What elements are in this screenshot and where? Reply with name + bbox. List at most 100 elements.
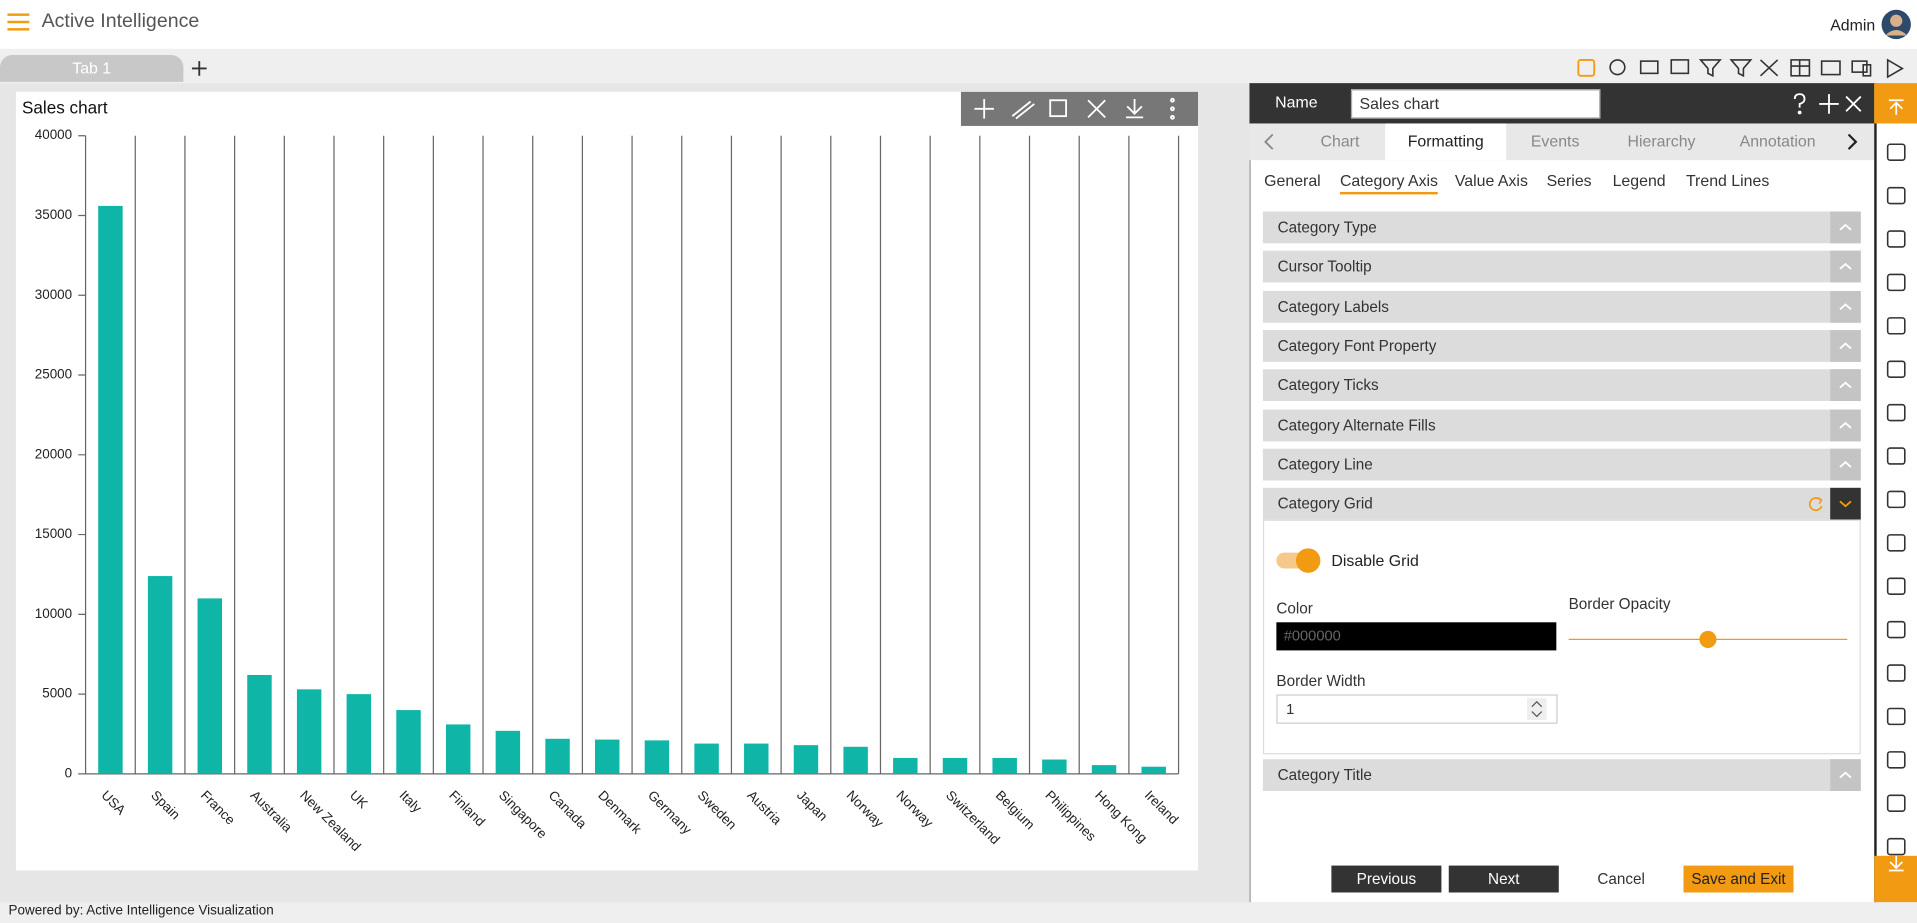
color-input[interactable]: #000000 [1276,622,1557,651]
x-tick-label: Austria [744,787,785,828]
section-header[interactable]: Category Alternate Fills [1262,408,1861,441]
side-icon [1886,447,1906,465]
x-tick-label: Norway [893,787,936,830]
toggle[interactable] [1275,545,1324,574]
panel-tab[interactable]: Annotation [1739,132,1816,151]
side-icon [1886,837,1906,856]
top-bar [0,0,1917,49]
opacity-slider[interactable] [1568,628,1850,650]
section-title: Category Line [1277,455,1373,473]
reset-icon[interactable] [1807,495,1824,512]
menu-icon[interactable] [7,12,31,34]
sub-tab[interactable]: Trend Lines [1685,171,1770,190]
bar [346,694,372,774]
x-tick-label: Japan [794,787,831,824]
side-strip [1874,83,1917,903]
chart-title: Sales chart [22,98,108,117]
tabs-prev[interactable] [1262,132,1277,152]
x-tick-label: Denmark [595,787,644,836]
bar [793,745,819,774]
x-tick-label: USA [98,787,128,817]
x-tick-label: Singapore [496,787,550,841]
previous-button[interactable]: Previous [1331,865,1442,893]
chevron[interactable] [1830,759,1861,792]
chevron[interactable] [1830,211,1861,244]
tab[interactable]: Tab 1 [0,55,184,82]
y-tick-label: 20000 [35,446,72,461]
section-header[interactable]: Category Labels [1262,290,1861,323]
section-title: Category Grid [1277,495,1373,513]
side-icon [1886,707,1906,726]
bar [744,743,769,774]
chart-toolbar-icons[interactable] [974,97,1175,120]
name-label: Name [1275,92,1318,112]
bar [247,674,272,774]
panel-tab[interactable]: Formatting [1385,123,1507,161]
chevron[interactable] [1830,408,1861,441]
sub-tab[interactable]: Legend [1612,171,1666,190]
next-button[interactable]: Next [1448,865,1559,893]
bar [445,724,471,774]
x-tick-label: Philippines [1042,787,1099,844]
bar [1042,759,1067,774]
avatar[interactable] [1879,7,1913,41]
x-tick-label: Sweden [695,787,740,832]
toolbar-icons[interactable] [1575,56,1911,80]
side-icon [1886,317,1906,335]
user-name[interactable]: Admin [1830,15,1876,35]
section-title: Category Ticks [1277,376,1379,394]
chevron[interactable] [1830,290,1861,323]
opacity-label: Border Opacity [1568,595,1671,613]
section-header[interactable]: Category Title [1262,759,1861,792]
slider-knob [1699,630,1717,648]
x-tick-label: France [198,787,238,827]
section-header[interactable]: Category Line [1262,448,1861,481]
x-tick-label: Belgium [993,787,1038,832]
color-label: Color [1276,600,1313,618]
footer-bar [0,902,1917,923]
chevron[interactable] [1830,448,1861,481]
section-header[interactable]: Cursor Tooltip [1262,250,1861,283]
section-header[interactable]: Category Type [1262,211,1861,244]
section-header[interactable]: Category Font Property [1262,329,1861,362]
section-header[interactable]: Category Ticks [1262,369,1861,402]
panel-header-icons[interactable] [1787,92,1865,116]
side-icons[interactable] [1874,83,1917,902]
bar [843,746,868,774]
chevron[interactable] [1830,369,1861,402]
section-title: Category Alternate Fills [1277,416,1436,434]
panel-tab[interactable]: Chart [1320,132,1360,151]
side-icon [1886,664,1906,682]
sub-tab[interactable]: General [1264,171,1321,190]
panel-tab[interactable]: Hierarchy [1627,132,1696,151]
x-tick-label: Ireland [1142,787,1182,827]
width-input[interactable]: 1 [1276,694,1558,724]
sub-tab[interactable]: Category Axis [1339,171,1439,195]
side-icon [1886,794,1906,812]
toggle-label: Disable Grid [1331,551,1419,570]
panel-tab[interactable]: Events [1530,132,1580,151]
sub-tab[interactable]: Series [1546,171,1592,190]
side-icon [1886,186,1906,205]
tabs-next[interactable] [1844,132,1861,152]
bar [396,710,421,774]
chevron[interactable] [1830,329,1861,362]
y-tick-label: 40000 [35,127,72,142]
save-button[interactable]: Save and Exit [1683,865,1794,893]
footer-text: Powered by: Active Intelligence Visualiz… [8,903,274,919]
name-input[interactable]: Sales chart [1350,89,1601,119]
x-tick-label: Germany [645,787,695,837]
section-title: Category Type [1277,218,1377,236]
y-tick-label: 5000 [42,686,72,701]
cancel-button[interactable]: Cancel [1566,865,1677,893]
chevron[interactable] [1830,250,1861,283]
add-tab[interactable] [191,60,208,77]
spinner[interactable] [1527,698,1547,721]
x-tick-label: Canada [546,787,590,831]
section-header[interactable]: Category Grid [1262,487,1861,520]
side-icon [1886,620,1906,639]
sub-tab[interactable]: Value Axis [1454,171,1528,190]
y-tick-label: 10000 [35,606,72,621]
bar [644,740,670,774]
